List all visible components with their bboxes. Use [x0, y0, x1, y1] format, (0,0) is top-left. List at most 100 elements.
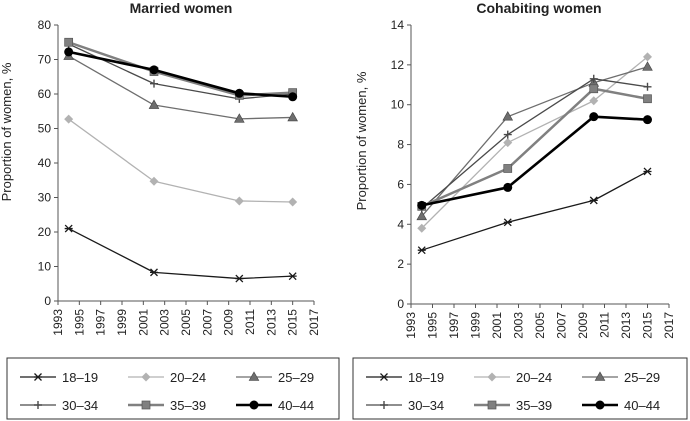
data-point — [34, 373, 42, 381]
x-tick-label: 2001 — [490, 312, 504, 339]
data-point — [416, 210, 428, 221]
data-point — [149, 65, 159, 75]
data-point — [487, 400, 497, 410]
data-point — [248, 371, 260, 381]
data-point — [234, 113, 245, 123]
legend-label: 25–29 — [278, 370, 314, 385]
data-point — [34, 401, 42, 409]
x-tick-label: 2001 — [136, 309, 150, 336]
data-point — [643, 82, 652, 91]
series-35–39 — [417, 84, 652, 211]
x-tick-label: 1997 — [94, 309, 108, 336]
y-tick-label: 10 — [391, 98, 405, 112]
series-line — [421, 56, 648, 229]
x-tick-label: 2015 — [641, 312, 655, 339]
legend-label: 35–39 — [170, 398, 206, 413]
x-tick-label: 2007 — [555, 312, 569, 339]
legend-item: 30–34 — [366, 398, 444, 413]
series-20–24 — [64, 114, 298, 207]
series-line — [68, 50, 293, 99]
legend-item: 40–44 — [582, 398, 660, 413]
y-tick-label: 6 — [397, 177, 404, 191]
data-point — [234, 196, 244, 206]
data-point — [380, 373, 388, 381]
x-tick-label: 1995 — [426, 312, 440, 339]
data-point — [503, 130, 512, 139]
data-point — [643, 115, 652, 125]
data-point — [235, 274, 244, 283]
y-tick-label: 12 — [391, 58, 405, 72]
data-point — [288, 197, 298, 207]
series-line — [68, 227, 293, 280]
data-point — [64, 37, 74, 47]
data-point — [487, 372, 497, 382]
x-tick-label: 2015 — [286, 309, 300, 336]
series-line — [421, 87, 648, 208]
x-tick-label: 2005 — [533, 312, 547, 339]
legend-item: 30–34 — [20, 398, 98, 413]
chart-title: Cohabiting women — [476, 0, 601, 16]
y-tick-label: 10 — [38, 260, 52, 274]
cohabiting-legend: 18–19 20–24 25–29 30–34 35–39 40–44 — [366, 370, 660, 413]
legend-label: 20–24 — [170, 370, 206, 385]
data-point — [148, 99, 160, 109]
data-point — [503, 138, 513, 148]
legend-box — [6, 357, 340, 420]
legend-item: 35–39 — [474, 398, 552, 413]
series-35–39 — [64, 37, 298, 100]
data-point — [64, 114, 74, 124]
legend-label: 18–19 — [62, 370, 98, 385]
series-line — [421, 170, 648, 251]
y-axis-label: Proportion of women, % — [0, 62, 14, 201]
x-tick-label: 2007 — [200, 309, 214, 336]
series-line — [421, 66, 648, 217]
y-tick-label: 14 — [391, 18, 405, 32]
married-women-chart: Married women Proportion of women, % 0 10… — [0, 0, 321, 336]
y-axis-label: Proportion of women, % — [354, 71, 369, 210]
data-point — [589, 196, 598, 205]
legend-item: 25–29 — [236, 370, 314, 385]
legend-box — [352, 357, 688, 420]
legend-label: 20–24 — [516, 370, 552, 385]
legend-label: 30–34 — [62, 398, 98, 413]
data-point — [287, 111, 298, 122]
x-tick-label: 2013 — [264, 309, 278, 336]
data-point — [417, 223, 427, 233]
y-tick-label: 0 — [397, 297, 404, 311]
data-point — [594, 371, 606, 381]
data-point — [589, 74, 598, 83]
x-tick-label: 1999 — [469, 312, 483, 339]
x-tick-label: 2017 — [307, 309, 321, 336]
y-tick-label: 20 — [38, 225, 52, 239]
data-point — [503, 218, 512, 227]
data-point — [64, 47, 74, 57]
data-point — [150, 268, 158, 277]
data-point — [150, 79, 158, 88]
series-line — [68, 118, 293, 203]
y-tick-label: 0 — [44, 294, 51, 308]
plot-area: 0 2 4 6 8 10 12 14 1993 1995 1997 1999 2001 2003 2005 2… — [391, 18, 676, 339]
data-point — [417, 200, 427, 210]
cohabiting-women-chart: Cohabiting women Proportion of women, % … — [354, 0, 676, 339]
x-tick-label: 2009 — [222, 309, 236, 336]
legend-item: 20–24 — [128, 370, 206, 385]
series-18–19 — [64, 224, 297, 283]
legend-label: 18–19 — [408, 370, 444, 385]
data-point — [288, 92, 298, 102]
y-tick-label: 2 — [397, 257, 404, 271]
data-point — [503, 182, 513, 192]
y-tick-label: 50 — [38, 122, 52, 136]
x-tick-label: 2003 — [512, 312, 526, 339]
data-point — [64, 224, 73, 233]
data-point — [643, 167, 652, 176]
x-tick-label: 1995 — [72, 309, 86, 336]
x-tick-label: 2005 — [179, 309, 193, 336]
x-tick-label: 2003 — [158, 309, 172, 336]
legend-item: 18–19 — [366, 370, 444, 385]
series-20–24 — [417, 52, 652, 233]
data-point — [595, 400, 605, 410]
data-point — [141, 372, 151, 382]
data-point — [503, 164, 513, 173]
series-line — [68, 43, 293, 100]
